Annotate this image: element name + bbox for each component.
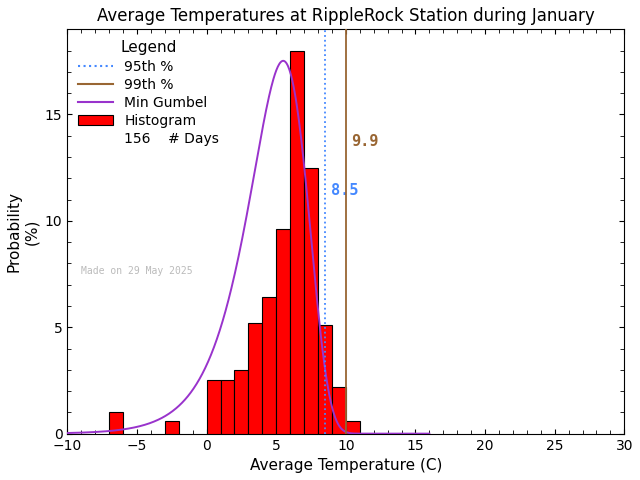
Bar <box>304 168 318 433</box>
Bar <box>207 381 221 433</box>
Bar <box>318 325 332 433</box>
Title: Average Temperatures at RippleRock Station during January: Average Temperatures at RippleRock Stati… <box>97 7 595 25</box>
Bar <box>346 421 360 433</box>
Text: Made on 29 May 2025: Made on 29 May 2025 <box>81 266 193 276</box>
Y-axis label: Probability
(%): Probability (%) <box>7 191 39 272</box>
X-axis label: Average Temperature (C): Average Temperature (C) <box>250 458 442 473</box>
Bar <box>221 381 234 433</box>
Text: 9.9: 9.9 <box>351 134 379 149</box>
Bar <box>276 229 290 433</box>
Bar <box>332 387 346 433</box>
Bar <box>165 421 179 433</box>
Bar <box>290 50 304 433</box>
Bar <box>109 412 123 433</box>
Bar <box>248 323 262 433</box>
Bar <box>234 370 248 433</box>
Bar <box>262 298 276 433</box>
Legend: 95th %, 99th %, Min Gumbel, Histogram, 156    # Days: 95th %, 99th %, Min Gumbel, Histogram, 1… <box>74 36 223 150</box>
Text: 8.5: 8.5 <box>330 183 358 198</box>
